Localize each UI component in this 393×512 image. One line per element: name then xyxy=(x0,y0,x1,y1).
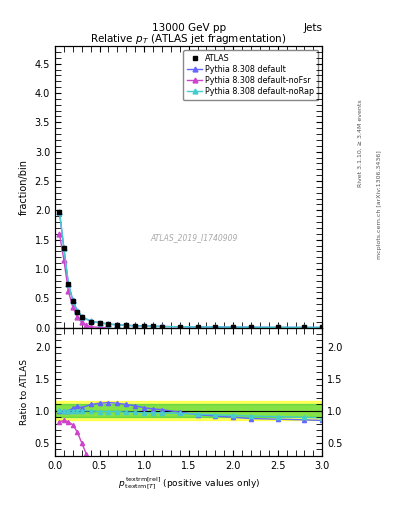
Pythia 8.308 default-noRap xyxy=(97,320,102,326)
ATLAS xyxy=(88,319,93,325)
Pythia 8.308 default-noRap xyxy=(320,325,325,331)
Text: Jets: Jets xyxy=(303,23,322,33)
ATLAS xyxy=(57,209,62,215)
Pythia 8.308 default-noRap xyxy=(70,298,75,304)
Line: Pythia 8.308 default-noRap: Pythia 8.308 default-noRap xyxy=(57,209,325,330)
Pythia 8.308 default-noFsr xyxy=(75,314,80,320)
Pythia 8.308 default-noRap xyxy=(231,324,235,330)
ATLAS xyxy=(124,323,129,329)
Text: ATLAS_2019_I1740909: ATLAS_2019_I1740909 xyxy=(150,233,238,242)
Pythia 8.308 default xyxy=(97,319,102,326)
Pythia 8.308 default-noFsr xyxy=(97,325,102,331)
Pythia 8.308 default-noRap xyxy=(213,324,218,330)
Pythia 8.308 default xyxy=(151,323,155,329)
ATLAS xyxy=(231,324,235,330)
Pythia 8.308 default-noFsr xyxy=(88,324,93,330)
Pythia 8.308 default-noRap xyxy=(160,324,164,330)
Pythia 8.308 default xyxy=(75,308,80,314)
ATLAS xyxy=(115,322,120,328)
Y-axis label: fraction/bin: fraction/bin xyxy=(19,159,29,215)
ATLAS xyxy=(66,281,71,287)
Pythia 8.308 default-noFsr xyxy=(66,288,71,294)
Pythia 8.308 default xyxy=(124,322,129,328)
Pythia 8.308 default-noRap xyxy=(124,323,129,329)
Pythia 8.308 default-noRap xyxy=(57,208,62,215)
Pythia 8.308 default-noRap xyxy=(75,308,80,314)
Pythia 8.308 default xyxy=(302,324,307,330)
Pythia 8.308 default xyxy=(275,324,280,330)
ATLAS xyxy=(275,324,280,330)
Legend: ATLAS, Pythia 8.308 default, Pythia 8.308 default-noFsr, Pythia 8.308 default-no: ATLAS, Pythia 8.308 default, Pythia 8.30… xyxy=(183,50,318,100)
Pythia 8.308 default-noRap xyxy=(66,281,71,287)
Pythia 8.308 default-noRap xyxy=(177,324,182,330)
ATLAS xyxy=(249,324,253,330)
Pythia 8.308 default-noRap xyxy=(275,324,280,330)
ATLAS xyxy=(79,314,84,320)
Bar xyxy=(55,404,322,417)
Y-axis label: Ratio to ATLAS: Ratio to ATLAS xyxy=(20,359,29,424)
Pythia 8.308 default-noRap xyxy=(62,245,66,251)
Pythia 8.308 default xyxy=(57,209,62,215)
Pythia 8.308 default xyxy=(133,323,138,329)
ATLAS xyxy=(195,324,200,330)
ATLAS xyxy=(320,325,325,331)
Pythia 8.308 default-noRap xyxy=(302,324,307,330)
ATLAS xyxy=(302,324,307,330)
Pythia 8.308 default-noRap xyxy=(133,323,138,329)
Pythia 8.308 default xyxy=(320,325,325,331)
Text: Rivet 3.1.10, ≥ 3.4M events: Rivet 3.1.10, ≥ 3.4M events xyxy=(358,99,363,187)
ATLAS xyxy=(151,323,155,329)
ATLAS xyxy=(133,323,138,329)
ATLAS xyxy=(142,323,147,329)
Pythia 8.308 default xyxy=(70,297,75,303)
Pythia 8.308 default-noFsr xyxy=(70,304,75,310)
Pythia 8.308 default xyxy=(115,322,120,328)
Pythia 8.308 default xyxy=(62,245,66,251)
Title: Relative $p_{T}$ (ATLAS jet fragmentation): Relative $p_{T}$ (ATLAS jet fragmentatio… xyxy=(90,32,287,46)
Pythia 8.308 default-noRap xyxy=(142,323,147,329)
ATLAS xyxy=(106,322,111,328)
Line: Pythia 8.308 default: Pythia 8.308 default xyxy=(57,210,325,330)
Pythia 8.308 default xyxy=(231,324,235,330)
ATLAS xyxy=(62,245,66,251)
Pythia 8.308 default-noRap xyxy=(79,313,84,319)
Pythia 8.308 default-noFsr xyxy=(62,257,66,263)
Pythia 8.308 default xyxy=(195,324,200,330)
Pythia 8.308 default-noFsr xyxy=(79,319,84,326)
Pythia 8.308 default-noRap xyxy=(151,323,155,329)
Pythia 8.308 default-noRap xyxy=(195,324,200,330)
Pythia 8.308 default xyxy=(106,321,111,327)
Line: ATLAS: ATLAS xyxy=(57,210,325,330)
X-axis label: $p_{\,\mathrm{textrm}[T]}^{\,\mathrm{textrm[rel]}}$ (positive values only): $p_{\,\mathrm{textrm}[T]}^{\,\mathrm{tex… xyxy=(118,476,260,493)
Pythia 8.308 default-noRap xyxy=(249,324,253,330)
Pythia 8.308 default xyxy=(160,324,164,330)
ATLAS xyxy=(177,324,182,330)
Line: Pythia 8.308 default-noFsr: Pythia 8.308 default-noFsr xyxy=(57,231,111,330)
Bar xyxy=(55,401,322,420)
Pythia 8.308 default-noFsr xyxy=(84,322,88,328)
Pythia 8.308 default xyxy=(249,324,253,330)
Pythia 8.308 default xyxy=(88,318,93,324)
Pythia 8.308 default-noRap xyxy=(88,318,93,324)
ATLAS xyxy=(97,320,102,326)
Text: mcplots.cern.ch [arXiv:1306.3436]: mcplots.cern.ch [arXiv:1306.3436] xyxy=(377,151,382,259)
Pythia 8.308 default xyxy=(66,281,71,287)
Pythia 8.308 default-noFsr xyxy=(106,325,111,331)
Pythia 8.308 default-noRap xyxy=(115,322,120,328)
Pythia 8.308 default xyxy=(213,324,218,330)
ATLAS xyxy=(160,324,164,330)
Pythia 8.308 default xyxy=(79,313,84,319)
Pythia 8.308 default-noRap xyxy=(106,321,111,327)
Text: 13000 GeV pp: 13000 GeV pp xyxy=(152,23,226,33)
ATLAS xyxy=(70,298,75,304)
Pythia 8.308 default xyxy=(177,324,182,330)
Pythia 8.308 default xyxy=(142,323,147,329)
ATLAS xyxy=(213,324,218,330)
ATLAS xyxy=(75,309,80,315)
Pythia 8.308 default-noFsr xyxy=(57,231,62,237)
